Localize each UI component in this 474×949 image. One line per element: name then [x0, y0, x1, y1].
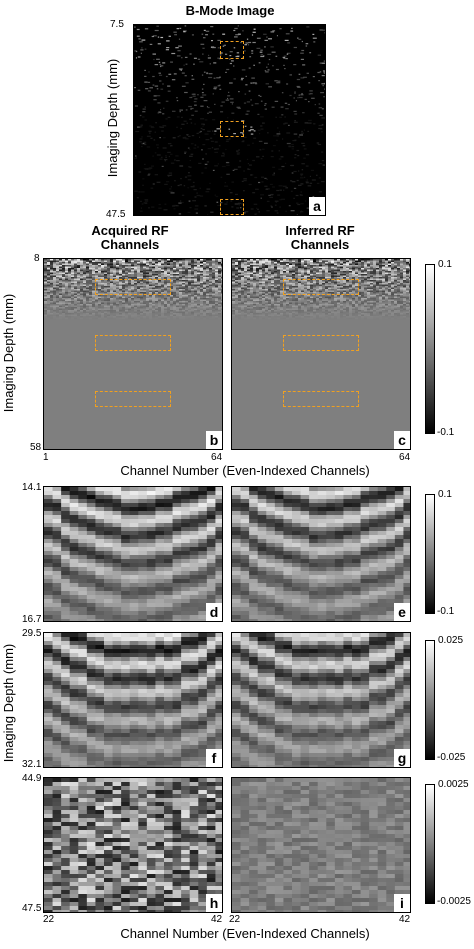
- panel-letter-e: e: [394, 603, 410, 621]
- panel-letter-b: b: [206, 431, 222, 449]
- bmode-highlight-box-1: [220, 41, 244, 59]
- acquired-highlight-box-1: [95, 279, 171, 295]
- zoom1-inferred-texture: [232, 487, 410, 621]
- zoom-xlabel: Channel Number (Even-Indexed Channels): [120, 926, 370, 941]
- acquired-rf-texture: [44, 259, 222, 320]
- bmode-title: B-Mode Image: [185, 3, 275, 18]
- zoom2-inferred-panel: g: [231, 632, 411, 768]
- inferred-title-line2: Channels: [290, 237, 350, 252]
- inferred-title-line1: Inferred RF: [285, 223, 355, 238]
- zoom1-y-top: 14.1: [22, 482, 42, 493]
- zoom3-acquired-panel: h: [43, 777, 223, 913]
- rf-colorbar-top: 0.1: [438, 259, 452, 270]
- rf-x-right-tick: 64: [211, 452, 223, 463]
- zoom2-y-bottom: 32.1: [22, 759, 42, 770]
- bmode-y-bottom-tick: 47.5: [106, 209, 126, 220]
- zoom3-acquired-texture: [44, 778, 222, 912]
- inferred-highlight-box-1: [283, 279, 359, 295]
- panel-letter-f: f: [206, 749, 222, 767]
- zoom3-y-top: 44.9: [22, 773, 42, 784]
- acquired-highlight-box-2: [95, 335, 171, 351]
- panel-letter-d: d: [206, 603, 222, 621]
- zoom1-acquired-panel: d: [43, 486, 223, 622]
- zoom1-colorbar: [425, 494, 435, 614]
- zoom-x-right-tick: 42: [211, 914, 223, 925]
- zoom2-acquired-texture: [44, 633, 222, 767]
- zoom-ylabel: Imaging Depth (mm): [1, 643, 16, 763]
- zoom1-acquired-texture: [44, 487, 222, 621]
- zoom-x-left-tick: 22: [43, 914, 55, 925]
- zoom3-inferred-panel: i: [231, 777, 411, 913]
- rf-xlabel: Channel Number (Even-Indexed Channels): [120, 463, 370, 478]
- inferred-highlight-box-2: [283, 335, 359, 351]
- zoom1-inferred-panel: e: [231, 486, 411, 622]
- bmode-highlight-box-3: [220, 199, 244, 215]
- zoom3-colorbar-top: 0.0025: [438, 779, 469, 790]
- acquired-title-line2: Channels: [100, 237, 160, 252]
- rf-y-top-tick: 8: [34, 253, 40, 264]
- panel-letter-h: h: [206, 894, 222, 912]
- rf-colorbar-bottom: -0.1: [437, 427, 455, 438]
- inferred-highlight-box-3: [283, 391, 359, 407]
- inferred-rf-panel: c: [231, 258, 411, 450]
- zoom2-inferred-texture: [232, 633, 410, 767]
- zoom3-y-bottom: 47.5: [22, 903, 42, 914]
- acquired-rf-panel: b: [43, 258, 223, 450]
- zoom1-colorbar-bottom: -0.1: [437, 606, 455, 617]
- zoom2-acquired-panel: f: [43, 632, 223, 768]
- bmode-y-top-tick: 7.5: [110, 19, 124, 30]
- bmode-highlight-box-2: [220, 121, 244, 137]
- panel-letter-g: g: [394, 749, 410, 767]
- zoom2-colorbar-bottom: -0.025: [437, 752, 466, 763]
- panel-letter-i: i: [394, 894, 410, 912]
- zoom-x-left-tick-2: 22: [229, 914, 241, 925]
- rf-colorbar: [425, 264, 435, 434]
- rf-ylabel: Imaging Depth (mm): [1, 293, 16, 413]
- zoom3-inferred-texture: [232, 778, 410, 912]
- zoom1-colorbar-top: 0.1: [438, 489, 452, 500]
- zoom-x-right-tick-2: 42: [399, 914, 411, 925]
- panel-letter-c: c: [394, 431, 410, 449]
- rf-x-right-tick-2: 64: [399, 452, 411, 463]
- zoom3-colorbar: [425, 784, 435, 904]
- zoom2-colorbar: [425, 640, 435, 760]
- panel-letter-a: a: [309, 197, 325, 215]
- bmode-speckle: [134, 25, 325, 215]
- zoom3-colorbar-bottom: -0.0025: [437, 896, 471, 907]
- rf-y-bottom-tick: 58: [30, 442, 42, 453]
- zoom1-y-bottom: 16.7: [22, 614, 42, 625]
- bmode-ylabel: Imaging Depth (mm): [105, 58, 120, 178]
- acquired-highlight-box-3: [95, 391, 171, 407]
- acquired-title-line1: Acquired RF: [91, 223, 169, 238]
- zoom2-colorbar-top: 0.025: [438, 635, 464, 646]
- bmode-image: a: [133, 24, 326, 216]
- rf-x-left-tick: 1: [43, 452, 49, 463]
- zoom2-y-top: 29.5: [22, 628, 42, 639]
